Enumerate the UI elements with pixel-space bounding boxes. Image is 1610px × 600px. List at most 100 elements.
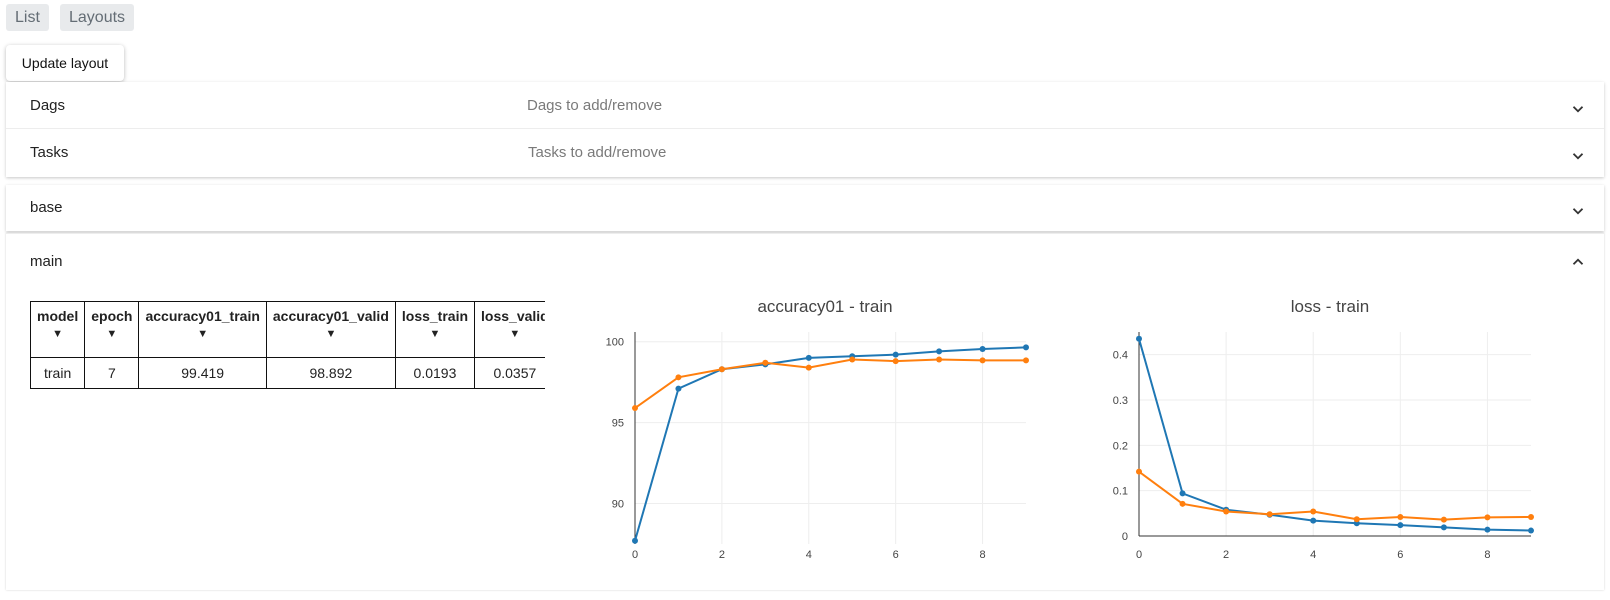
data-point (1528, 527, 1534, 534)
y-tick-label: 0.3 (1113, 395, 1128, 407)
header-accuracy01-valid[interactable]: accuracy01_valid ▼ (265, 301, 396, 358)
data-point (1136, 335, 1142, 342)
header-epoch-label: epoch (91, 308, 133, 324)
sort-arrow-icon[interactable]: ▼ (106, 328, 118, 340)
dags-chevron-down-icon[interactable] (1569, 100, 1587, 118)
y-tick-label: 0.1 (1113, 486, 1128, 498)
sort-arrow-icon[interactable]: ▼ (509, 328, 521, 340)
x-tick-label: 4 (1310, 549, 1316, 561)
cell-accuracy01-valid: 98.892 (265, 357, 396, 389)
data-point (1266, 511, 1273, 518)
data-point (979, 357, 986, 364)
series-line (634, 346, 1027, 542)
cell-model: train (29, 357, 86, 389)
y-tick-label: 0 (1122, 531, 1128, 543)
filters-panel: Dags Dags to add/remove Tasks Tasks to a… (6, 82, 1604, 177)
header-loss-train-label: loss_train (401, 308, 469, 324)
update-layout-button[interactable]: Update layout (6, 45, 124, 81)
series-line (1138, 470, 1532, 521)
data-point (805, 364, 812, 371)
sort-arrow-icon[interactable]: ▼ (429, 328, 441, 340)
header-loss-valid[interactable]: loss_valid ▼ (474, 301, 545, 358)
x-tick-label: 2 (719, 549, 725, 561)
data-point (1179, 490, 1186, 497)
x-tick-label: 0 (1136, 549, 1142, 561)
data-point (1136, 468, 1142, 475)
data-point (1440, 524, 1447, 531)
filters-divider (6, 128, 1604, 129)
x-tick-label: 4 (806, 549, 812, 561)
data-point (936, 356, 943, 363)
chart-title: loss - train (1291, 297, 1369, 316)
series-line (634, 358, 1026, 409)
tasks-select[interactable]: Tasks to add/remove (528, 144, 667, 161)
base-chevron-down-icon[interactable] (1569, 202, 1587, 220)
x-tick-label: 8 (1484, 549, 1490, 561)
y-tick-label: 90 (612, 499, 624, 511)
x-tick-label: 6 (1397, 549, 1403, 561)
cell-loss-train: 0.0193 (394, 357, 476, 389)
metrics-table-viewport: model ▼ epoch ▼ accuracy01_train ▼ accuracy… (0, 0, 545, 600)
data-point (892, 358, 899, 365)
data-point (1023, 357, 1029, 364)
y-tick-label: 95 (612, 418, 624, 430)
base-section-header[interactable]: base (6, 185, 1604, 231)
header-model-label: model (37, 308, 79, 324)
loss-chart[interactable]: loss - train 0 2 4 6 8 0 0.1 0.2 0.3 0.4 (1080, 290, 1580, 590)
tasks-label: Tasks (30, 144, 69, 161)
series-line (1138, 338, 1532, 532)
tasks-chevron-down-icon[interactable] (1569, 147, 1587, 165)
data-point (849, 356, 856, 363)
main-label: main (30, 253, 63, 270)
y-tick-label: 0.2 (1113, 440, 1128, 452)
data-point (1397, 522, 1404, 529)
y-tick-label: 100 (606, 337, 624, 349)
data-point (1310, 508, 1317, 515)
header-model[interactable]: model ▼ (29, 301, 86, 358)
data-point (1484, 514, 1491, 521)
data-point (675, 385, 682, 392)
x-tick-label: 8 (979, 549, 985, 561)
data-point (979, 345, 986, 352)
data-point (632, 537, 638, 544)
data-point (632, 405, 638, 412)
sort-arrow-icon[interactable]: ▼ (325, 328, 337, 340)
base-label: base (30, 199, 63, 216)
y-tick-label: 0.4 (1113, 350, 1128, 362)
header-accuracy01-valid-label: accuracy01_valid (272, 308, 389, 324)
data-point (675, 374, 682, 381)
header-accuracy01-train-label: accuracy01_train (145, 308, 260, 324)
x-tick-label: 6 (893, 549, 899, 561)
data-point (1179, 500, 1186, 507)
header-epoch[interactable]: epoch ▼ (84, 301, 140, 358)
main-section: main (6, 233, 1604, 590)
data-point (1310, 517, 1317, 524)
header-loss-train[interactable]: loss_train ▼ (394, 301, 476, 358)
dags-label: Dags (30, 97, 66, 114)
chart-title: accuracy01 - train (757, 297, 892, 316)
data-point (805, 354, 812, 361)
data-point (1440, 516, 1447, 523)
main-chevron-up-icon[interactable] (1569, 253, 1587, 271)
tab-layouts[interactable]: Layouts (60, 4, 135, 31)
table-row: train 7 99.419 98.892 0.0193 0.0357 (29, 357, 545, 389)
cell-accuracy01-train: 99.419 (138, 357, 267, 389)
tab-list[interactable]: List (6, 4, 49, 31)
header-accuracy01-train[interactable]: accuracy01_train ▼ (138, 301, 267, 358)
dags-select[interactable]: Dags to add/remove (527, 97, 663, 114)
table-header-row: model ▼ epoch ▼ accuracy01_train ▼ accuracy… (29, 301, 545, 358)
accuracy-chart[interactable]: accuracy01 - train 0 2 4 6 8 90 95 100 (560, 290, 1060, 590)
data-point (1397, 513, 1404, 520)
data-point (718, 366, 725, 373)
sort-arrow-icon[interactable]: ▼ (52, 328, 64, 340)
main-top-divider (6, 233, 1604, 234)
cell-loss-valid: 0.0357 (474, 357, 545, 389)
header-loss-valid-label: loss_valid (481, 308, 545, 324)
cell-epoch: 7 (84, 357, 140, 389)
data-point (1484, 526, 1491, 533)
data-point (892, 351, 899, 358)
data-point (1223, 508, 1230, 515)
data-point (762, 359, 769, 366)
data-point (1353, 516, 1360, 523)
sort-arrow-icon[interactable]: ▼ (197, 328, 209, 340)
